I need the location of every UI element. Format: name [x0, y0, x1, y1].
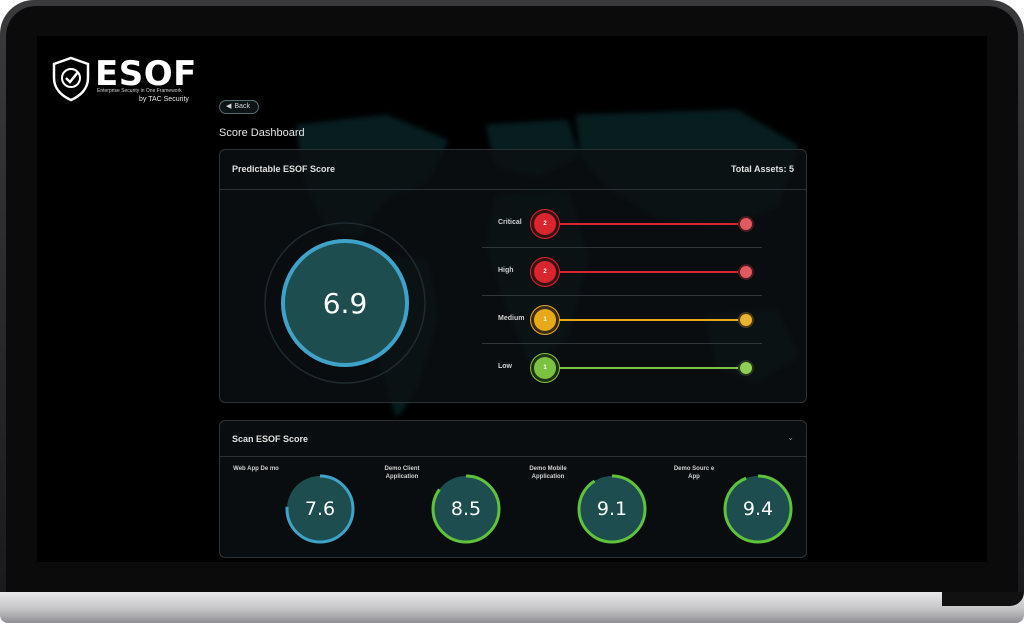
severity-slider-end — [740, 266, 752, 278]
scan-gauge-ring — [723, 474, 793, 544]
main-score-gauge: 6.9 — [262, 220, 428, 386]
severity-slider-end — [740, 218, 752, 230]
main-score-value: 6.9 — [322, 286, 368, 320]
severity-row-high: High 2 — [482, 248, 762, 296]
severity-row-critical: Critical 2 — [482, 200, 762, 248]
scan-gauge-ring — [431, 474, 501, 544]
severity-slider-end — [740, 362, 752, 374]
scan-score-value: 9.4 — [742, 498, 774, 520]
severity-track — [546, 223, 746, 225]
severity-label: Low — [498, 363, 512, 370]
severity-count-badge[interactable]: 1 — [534, 357, 556, 379]
predictable-panel-title: Predictable ESOF Score — [232, 164, 336, 174]
scan-score-arc — [285, 474, 355, 544]
back-button[interactable]: ◀ Back — [219, 100, 259, 114]
laptop-notch — [942, 592, 1024, 606]
brand-tagline: Enterprise Security in One Framework — [97, 88, 182, 94]
total-assets-count: Total Assets: 5 — [730, 164, 794, 174]
brand-by: by TAC Security — [139, 96, 189, 103]
severity-track — [546, 271, 746, 273]
scan-score-gauge: 9.4 — [722, 473, 794, 545]
scan-asset-name: Demo Mobile Application — [529, 466, 567, 480]
scan-score-arc — [431, 474, 501, 544]
scan-score-value: 8.5 — [450, 498, 482, 520]
brand-name: ESOF — [95, 54, 197, 94]
scan-gauge-ring — [577, 474, 647, 544]
scan-asset-name: Demo Client Application — [384, 466, 420, 480]
severity-label: High — [498, 267, 514, 274]
scan-score-gauge: 9.1 — [576, 473, 648, 545]
page-title: Score Dashboard — [219, 127, 305, 139]
laptop-base — [0, 592, 1024, 623]
screen: ESOF Enterprise Security in One Framewor… — [37, 36, 987, 562]
scan-score-value: 9.1 — [596, 498, 628, 520]
severity-row-low: Low 1 — [482, 344, 762, 392]
brand-logo: ESOF Enterprise Security in One Framewor… — [51, 54, 196, 104]
scan-score-gauge: 8.5 — [430, 473, 502, 545]
severity-count-badge[interactable]: 1 — [534, 309, 556, 331]
severity-track — [546, 367, 746, 369]
severity-count-badge[interactable]: 2 — [534, 261, 556, 283]
severity-track — [546, 319, 746, 321]
back-label: Back — [234, 103, 250, 110]
predictable-panel-header: Predictable ESOF Score Total Assets: 5 — [220, 150, 806, 190]
scan-asset-card[interactable]: Demo Sourc e App 9.4 — [666, 465, 806, 555]
scan-score-value: 7.6 — [304, 498, 336, 520]
scan-asset-name: Web App De mo — [233, 466, 279, 472]
scan-asset-card[interactable]: Demo Mobile Application 9.1 — [520, 465, 660, 555]
severity-count-badge[interactable]: 2 — [534, 213, 556, 235]
severity-label: Critical — [498, 219, 522, 226]
scan-asset-card[interactable]: Demo Client Application 8.5 — [374, 465, 514, 555]
severity-row-medium: Medium 1 — [482, 296, 762, 344]
scan-score-arc — [577, 474, 647, 544]
severity-list: Critical 2 High 2 Medium 1 Low 1 — [482, 200, 762, 400]
scan-score-arc — [723, 474, 793, 544]
scan-panel-header[interactable]: Scan ESOF Score ⌄ — [220, 421, 806, 457]
scan-asset-card[interactable]: Web App De mo 7.6 — [228, 465, 368, 555]
shield-check-icon — [52, 56, 90, 102]
predictable-score-panel: Predictable ESOF Score Total Assets: 5 6… — [219, 149, 807, 403]
chevron-down-icon[interactable]: ⌄ — [787, 433, 794, 442]
scan-panel-title: Scan ESOF Score — [232, 434, 309, 444]
scan-score-panel: Scan ESOF Score ⌄ Web App De mo 7.6 Demo… — [219, 420, 807, 558]
scan-asset-name: Demo Sourc e App — [673, 466, 715, 480]
severity-label: Medium — [498, 315, 525, 322]
scan-gauge-ring — [285, 474, 355, 544]
severity-slider-end — [740, 314, 752, 326]
arrow-left-icon: ◀ — [226, 103, 232, 110]
scan-score-gauge: 7.6 — [284, 473, 356, 545]
